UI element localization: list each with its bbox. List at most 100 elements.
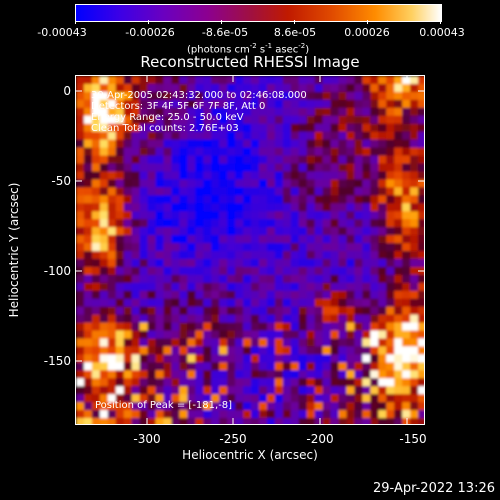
heatmap-cell [163, 163, 173, 173]
heatmap-cell [298, 123, 308, 133]
heatmap-cell [123, 99, 133, 109]
heatmap-cell [76, 306, 85, 316]
heatmap-cell [139, 219, 149, 228]
heatmap-cell [306, 171, 316, 180]
heatmap-cell [83, 76, 93, 85]
heatmap-cell [338, 163, 348, 173]
heatmap-cell [274, 386, 284, 395]
heatmap-cell [370, 227, 379, 236]
heatmap-cell [251, 123, 260, 133]
heatmap-cell [179, 107, 188, 117]
heatmap-cell [219, 258, 228, 268]
heatmap-cell [123, 227, 133, 236]
colorbar-tick-label: 0.00043 [419, 26, 465, 39]
heatmap-cell [362, 282, 371, 292]
heatmap-cell [179, 219, 188, 228]
overlay-peak: Position of Peak = [-181,-8] [95, 400, 233, 411]
heatmap-cell [394, 370, 403, 379]
heatmap-cell [370, 410, 379, 419]
heatmap-cell [282, 163, 292, 173]
heatmap-cell [139, 171, 149, 180]
heatmap-cell [266, 99, 276, 109]
heatmap-cell [402, 378, 411, 387]
heatmap-cell [266, 131, 276, 141]
y-tick-label: -150 [43, 354, 71, 368]
heatmap-cell [338, 211, 348, 220]
heatmap-cell [139, 282, 149, 292]
heatmap-cell [418, 211, 424, 220]
heatmap-cell [131, 354, 141, 363]
heatmap-cell [330, 115, 340, 125]
heatmap-cell [362, 123, 371, 133]
heatmap-cell [370, 338, 379, 348]
heatmap-cell [370, 123, 379, 133]
heatmap-cell [274, 251, 284, 260]
heatmap-cell [386, 282, 395, 292]
heatmap-cell [290, 227, 300, 236]
heatmap-cell [123, 266, 133, 276]
heatmap-cell [235, 394, 244, 403]
heatmap-cell [314, 99, 324, 109]
heatmap-cell [243, 378, 252, 387]
heatmap-cell [147, 362, 157, 371]
heatmap-cell [314, 402, 324, 411]
heatmap-cell [290, 179, 300, 188]
heatmap-cell [306, 115, 316, 125]
heatmap-cell [235, 195, 244, 204]
heatmap-cell [76, 131, 85, 141]
heatmap-cell [306, 155, 316, 165]
heatmap-cell [219, 282, 228, 292]
heatmap-cell [298, 346, 308, 355]
heatmap-cell [227, 123, 236, 133]
heatmap-cell [330, 163, 340, 173]
heatmap-cell [370, 115, 379, 125]
heatmap-cell [91, 346, 101, 355]
heatmap-cell [251, 251, 260, 260]
heatmap-cell [227, 330, 236, 340]
heatmap-cell [131, 219, 141, 228]
heatmap-cell [298, 290, 308, 300]
heatmap-cell [251, 243, 260, 252]
heatmap-cell [282, 266, 292, 276]
heatmap-cell [394, 187, 403, 196]
heatmap-cell [195, 378, 204, 387]
heatmap-cell [227, 131, 236, 141]
heatmap-cell [322, 290, 332, 300]
heatmap-cell [402, 123, 411, 133]
heatmap-cell [83, 402, 93, 411]
heatmap-cell [258, 107, 268, 117]
heatmap-cell [76, 274, 85, 284]
heatmap-cell [155, 235, 165, 244]
heatmap-cell [243, 163, 252, 173]
heatmap-cell [243, 362, 252, 371]
heatmap-cell [378, 314, 387, 324]
heatmap-cell [243, 394, 252, 403]
colorbar-tick-label: -0.00026 [125, 26, 175, 39]
heatmap-cell [99, 83, 109, 93]
heatmap-cell [171, 83, 180, 93]
heatmap-cell [187, 322, 196, 332]
heatmap-cell [147, 131, 157, 141]
heatmap-cell [290, 354, 300, 363]
heatmap-cell [83, 171, 93, 180]
heatmap-cell [298, 179, 308, 188]
heatmap-cell [107, 266, 117, 276]
heatmap-cell [370, 243, 379, 252]
heatmap-cell [258, 282, 268, 292]
heatmap-cell [155, 243, 165, 252]
heatmap-cell [306, 147, 316, 157]
heatmap-cell [330, 76, 340, 85]
heatmap-cell [139, 362, 149, 371]
heatmap-cell [418, 147, 424, 157]
heatmap-cell [418, 107, 424, 117]
heatmap-cell [402, 99, 411, 109]
heatmap-cell [251, 91, 260, 101]
heatmap-cell [203, 402, 212, 411]
heatmap-cell [274, 123, 284, 133]
heatmap-cell [91, 266, 101, 276]
heatmap-cell [306, 370, 316, 379]
heatmap-cell [83, 386, 93, 395]
heatmap-cell [76, 83, 85, 93]
heatmap-cell [386, 171, 395, 180]
heatmap-cell [179, 203, 188, 212]
